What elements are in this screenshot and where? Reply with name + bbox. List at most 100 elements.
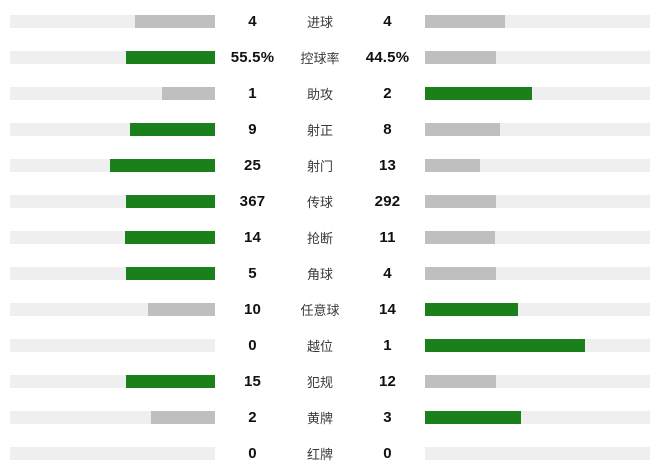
stat-label: 射正 <box>306 123 333 139</box>
home-bar-fill <box>130 123 215 137</box>
stat-label: 红牌 <box>306 446 333 462</box>
away-bar-fill <box>425 374 497 388</box>
home-bar-track <box>10 338 215 352</box>
away-bar-track <box>425 446 650 460</box>
home-bar-track <box>10 15 215 29</box>
home-value: 55.5% <box>230 49 275 67</box>
stat-label: 犯规 <box>306 374 333 390</box>
home-bar-fill <box>126 51 215 65</box>
away-bar-fill <box>425 15 505 29</box>
stat-label: 角球 <box>306 266 333 282</box>
home-value: 367 <box>239 193 266 211</box>
away-bar-track <box>425 302 650 316</box>
away-bar-fill <box>425 51 497 65</box>
home-bar-track <box>10 446 215 460</box>
home-value: 5 <box>248 264 257 282</box>
away-bar-fill <box>425 159 480 173</box>
away-bar-track <box>425 51 650 65</box>
away-bar-fill <box>425 338 585 352</box>
stat-row-center: 14 抢断 11 <box>215 228 425 247</box>
stat-row-center: 2 黄牌 3 <box>215 408 425 427</box>
home-bar-track <box>10 159 215 173</box>
stat-row: 4 进球 4 <box>0 4 660 40</box>
away-bar-track <box>425 195 650 209</box>
home-bar-track <box>10 195 215 209</box>
away-bar-track <box>425 266 650 280</box>
stat-row: 9 射正 8 <box>0 112 660 148</box>
stat-label: 助攻 <box>306 87 333 103</box>
stat-row: 14 抢断 11 <box>0 220 660 256</box>
stat-row-center: 9 射正 8 <box>215 120 425 139</box>
stat-row-center: 367 传球 292 <box>215 192 425 211</box>
away-value: 3 <box>383 408 392 426</box>
away-bar-fill <box>425 195 496 209</box>
stat-row: 0 红牌 0 <box>0 435 660 471</box>
stat-label: 黄牌 <box>306 410 333 426</box>
away-value: 4 <box>383 264 392 282</box>
away-bar-track <box>425 338 650 352</box>
away-bar-track <box>425 410 650 424</box>
stat-label: 进球 <box>306 15 333 31</box>
home-value: 10 <box>243 300 262 318</box>
away-value: 12 <box>378 372 397 390</box>
away-value: 8 <box>383 121 392 139</box>
stat-row-center: 10 任意球 14 <box>215 300 425 319</box>
stat-row-center: 0 红牌 0 <box>215 444 425 463</box>
away-bar-track <box>425 123 650 137</box>
away-value: 11 <box>379 228 396 246</box>
home-bar-fill <box>161 87 215 101</box>
home-bar-fill <box>151 410 215 424</box>
away-bar-fill <box>425 87 532 101</box>
stat-label: 控球率 <box>300 51 340 67</box>
home-bar-fill <box>125 195 215 209</box>
home-bar-track <box>10 87 215 101</box>
away-bar-fill <box>425 266 497 280</box>
home-bar-fill <box>148 302 215 316</box>
stat-row-center: 5 角球 4 <box>215 264 425 283</box>
stat-row: 1 助攻 2 <box>0 76 660 112</box>
away-value: 0 <box>383 444 392 462</box>
away-bar-track <box>425 374 650 388</box>
away-value: 13 <box>378 157 397 175</box>
home-bar-track <box>10 51 215 65</box>
away-bar-track <box>425 230 650 244</box>
stat-row: 15 犯规 12 <box>0 363 660 399</box>
home-value: 14 <box>243 228 262 246</box>
home-bar-track <box>10 302 215 316</box>
stat-label: 任意球 <box>300 302 340 318</box>
away-value: 292 <box>374 193 401 211</box>
away-bar-fill <box>425 230 496 244</box>
stat-row: 55.5% 控球率 44.5% <box>0 40 660 76</box>
home-bar-track <box>10 230 215 244</box>
home-bar-fill <box>126 266 215 280</box>
away-bar-track <box>425 159 650 173</box>
home-value: 9 <box>248 121 257 139</box>
stat-row-center: 15 犯规 12 <box>215 372 425 391</box>
home-value: 2 <box>248 408 257 426</box>
stat-row: 10 任意球 14 <box>0 291 660 327</box>
home-value: 4 <box>248 13 257 31</box>
stat-label: 越位 <box>306 338 333 354</box>
home-value: 25 <box>243 157 262 175</box>
home-bar-fill <box>135 15 215 29</box>
stat-row: 2 黄牌 3 <box>0 399 660 435</box>
stat-row: 25 射门 13 <box>0 148 660 184</box>
away-bar-fill <box>425 302 519 316</box>
stat-row: 367 传球 292 <box>0 184 660 220</box>
stat-label: 抢断 <box>306 230 333 246</box>
away-value: 2 <box>383 85 392 103</box>
home-value: 15 <box>243 372 262 390</box>
home-bar-track <box>10 266 215 280</box>
away-value: 44.5% <box>365 49 410 67</box>
away-value: 14 <box>378 300 397 318</box>
stat-row-center: 4 进球 4 <box>215 12 425 31</box>
stat-row-center: 1 助攻 2 <box>215 84 425 103</box>
stat-row-center: 25 射门 13 <box>215 156 425 175</box>
stat-label: 传球 <box>306 195 333 211</box>
home-bar-track <box>10 123 215 137</box>
away-bar-track <box>425 15 650 29</box>
home-value: 0 <box>248 336 257 354</box>
stat-row: 5 角球 4 <box>0 255 660 291</box>
stat-row-center: 0 越位 1 <box>215 336 425 355</box>
